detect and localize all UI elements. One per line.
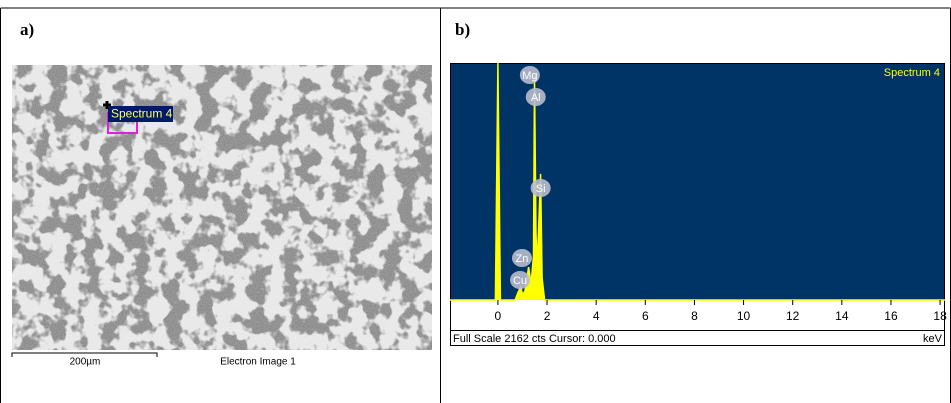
x-tick-label: 10	[737, 309, 751, 323]
chart-title: Spectrum 4	[884, 67, 940, 79]
peak-label: Si	[536, 183, 546, 195]
panel-label: b)	[455, 20, 470, 39]
figure: a) Spectrum 4 200µm Electron Image 1 b) …	[0, 0, 951, 403]
x-tick-label: 2	[544, 309, 551, 323]
peak-label: Al	[531, 92, 541, 104]
x-tick-label: 0	[495, 309, 502, 323]
peak-label: Mg	[522, 70, 537, 82]
peak-label: Zn	[516, 253, 529, 265]
scale-bar-label: 200µm	[70, 357, 101, 368]
annotation: Spectrum 4	[111, 107, 173, 121]
x-tick-label: 16	[884, 309, 898, 323]
footer: Full Scale 2162 cts Cursor: 0.000	[453, 333, 616, 345]
x-tick-label: 6	[642, 309, 649, 323]
x-unit: keV	[923, 333, 943, 345]
sem-image	[12, 65, 432, 350]
x-tick-label: 4	[593, 309, 600, 323]
x-tick-label: 14	[835, 309, 849, 323]
x-tick-label: 12	[786, 309, 800, 323]
panel-label: a)	[20, 20, 34, 39]
x-tick-label: 8	[691, 309, 698, 323]
x-tick-label: 18	[933, 309, 947, 323]
image-caption: Electron Image 1	[220, 357, 296, 368]
peak-label: Cu	[513, 275, 527, 287]
